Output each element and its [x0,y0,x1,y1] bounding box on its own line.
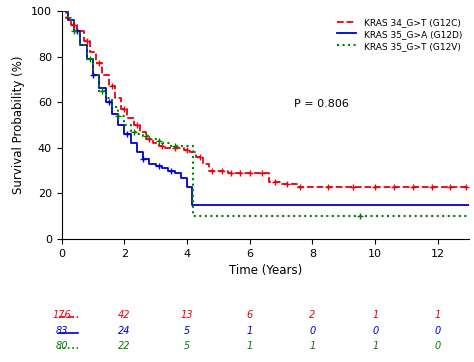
Legend: KRAS 34_G>T (G12C), KRAS 35_G>A (G12D), KRAS 35_G>T (G12V): KRAS 34_G>T (G12C), KRAS 35_G>A (G12D), … [334,15,465,54]
Text: 2: 2 [310,310,316,320]
Text: 42: 42 [118,310,130,320]
Text: 5: 5 [184,341,190,351]
Text: 0: 0 [372,326,378,336]
Text: P = 0.806: P = 0.806 [294,99,349,109]
Text: 1: 1 [435,310,441,320]
Text: 1: 1 [246,341,253,351]
Text: 0: 0 [310,326,316,336]
Text: 0: 0 [435,341,441,351]
Text: 1: 1 [246,326,253,336]
Text: 176: 176 [52,310,71,320]
Text: 80: 80 [55,341,68,351]
Y-axis label: Survival Probability (%): Survival Probability (%) [12,56,25,194]
Text: 0: 0 [435,326,441,336]
Text: 83: 83 [55,326,68,336]
Text: 13: 13 [181,310,193,320]
Text: 6: 6 [246,310,253,320]
Text: 1: 1 [372,310,378,320]
Text: 1: 1 [310,341,316,351]
Text: 22: 22 [118,341,130,351]
Text: 24: 24 [118,326,130,336]
Text: 5: 5 [184,326,190,336]
X-axis label: Time (Years): Time (Years) [229,264,302,277]
Text: 1: 1 [372,341,378,351]
